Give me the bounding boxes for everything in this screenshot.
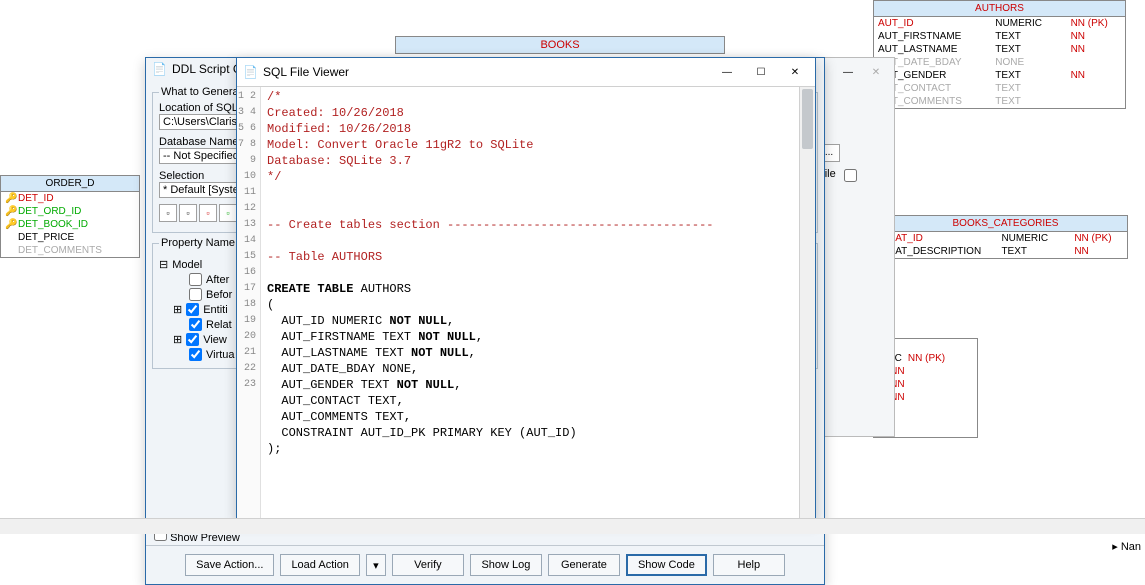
column-row[interactable]: CAT_IDNUMERICNN (PK) (884, 232, 1127, 245)
tree-checkbox[interactable] (186, 333, 199, 346)
verify-button[interactable]: Verify (392, 554, 464, 576)
tree-checkbox[interactable] (189, 288, 202, 301)
dialog-title: DDL Script G (172, 62, 242, 76)
entity-title: AUTHORS (874, 1, 1125, 17)
vertical-scrollbar[interactable] (799, 87, 815, 520)
entity-books[interactable]: BOOKS (395, 36, 725, 54)
line-gutter: 1 2 3 4 5 6 7 8 9 10 11 12 13 14 15 16 1… (237, 87, 261, 520)
entity-title: ORDER_D (1, 176, 139, 192)
close-button[interactable]: ✕ (781, 62, 809, 82)
minimize-button[interactable]: — (713, 62, 741, 82)
code-editor[interactable]: /* Created: 10/26/2018 Modified: 10/26/2… (261, 87, 799, 520)
column-row[interactable]: 🔑DET_BOOK_ID (1, 218, 139, 231)
column-row[interactable]: AUT_IDNUMERICNN (PK) (874, 17, 1125, 30)
column-row[interactable]: 🔑DET_ORD_ID (1, 205, 139, 218)
generate-button[interactable]: Generate (548, 554, 620, 576)
toolbar-btn[interactable]: ▫ (199, 204, 217, 222)
tree-expand-icon[interactable]: ⊞ (173, 303, 182, 316)
column-row[interactable]: 🔑DET_ID (1, 192, 139, 205)
tree-checkbox[interactable] (189, 348, 202, 361)
toolbar-btn[interactable]: ▫ (179, 204, 197, 222)
toolbar-btn[interactable]: ▫ (159, 204, 177, 222)
scroll-thumb[interactable] (802, 89, 813, 149)
canvas-scrollbar[interactable] (0, 518, 1145, 534)
tree-checkbox[interactable] (186, 303, 199, 316)
toolbar-btn[interactable]: ▫ (219, 204, 237, 222)
status-label: ▸ Nan (1112, 540, 1141, 553)
selection-input[interactable] (159, 182, 247, 198)
column-row[interactable]: DET_COMMENTS (1, 244, 139, 257)
entity-authors[interactable]: AUTHORS AUT_IDNUMERICNN (PK)AUT_FIRSTNAM… (873, 0, 1126, 109)
column-row[interactable]: AUT_COMMENTSTEXT (874, 95, 1125, 108)
column-row[interactable]: AUT_FIRSTNAMETEXTNN (874, 30, 1125, 43)
location-input[interactable] (159, 114, 247, 130)
column-row[interactable]: AUT_LASTNAMETEXTNN (874, 43, 1125, 56)
dialog-title: SQL File Viewer (263, 65, 349, 79)
show-code-button[interactable]: Show Code (626, 554, 707, 576)
entity-order-d[interactable]: ORDER_D 🔑DET_ID🔑DET_ORD_ID🔑DET_BOOK_IDDE… (0, 175, 140, 258)
column-row[interactable]: DET_PRICE (1, 231, 139, 244)
entity-books-categories[interactable]: BOOKS_CATEGORIES CAT_IDNUMERICNN (PK)CAT… (883, 215, 1128, 259)
show-log-button[interactable]: Show Log (470, 554, 542, 576)
close-icon[interactable]: ✕ (862, 62, 890, 82)
entity-title: BOOKS_CATEGORIES (884, 216, 1127, 232)
help-button[interactable]: Help (713, 554, 785, 576)
column-row[interactable]: AUT_DATE_BDAYNONE (874, 56, 1125, 69)
column-row[interactable]: AUT_CONTACTTEXT (874, 82, 1125, 95)
dbname-input[interactable] (159, 148, 247, 164)
group-label: Property Name (159, 237, 237, 249)
load-action-button[interactable]: Load Action (280, 554, 360, 576)
column-row[interactable]: AUT_GENDERTEXTNN (874, 69, 1125, 82)
save-action-button[interactable]: Save Action... (185, 554, 274, 576)
maximize-button[interactable]: ☐ (747, 62, 775, 82)
tree-checkbox[interactable] (189, 273, 202, 286)
tree-checkbox[interactable] (189, 318, 202, 331)
app-icon: 📄 (243, 65, 257, 79)
sql-file-viewer-dialog: 📄 SQL File Viewer — ☐ ✕ 1 2 3 4 5 6 7 8 … (236, 57, 816, 521)
column-row[interactable]: CAT_DESCRIPTIONTEXTNN (884, 245, 1127, 258)
dialog-footer: Save Action... Load Action ▾ Verify Show… (146, 545, 824, 584)
minimize-icon[interactable]: — (834, 62, 862, 82)
file-checkbox[interactable] (844, 169, 857, 182)
tree-root[interactable]: Model (172, 259, 202, 271)
dialog-titlebar[interactable]: 📄 SQL File Viewer — ☐ ✕ (237, 58, 815, 86)
app-icon: 📄 (152, 62, 166, 76)
tree-expand-icon[interactable]: ⊞ (173, 333, 182, 346)
load-action-dropdown[interactable]: ▾ (366, 554, 386, 576)
tree-expand-icon[interactable]: ⊟ (159, 258, 168, 271)
